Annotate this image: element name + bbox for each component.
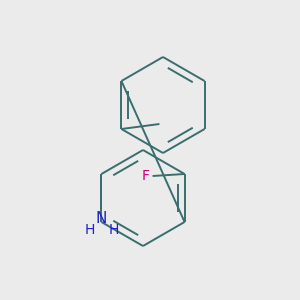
Text: F: F <box>142 169 150 183</box>
Text: H: H <box>84 223 94 237</box>
Text: N: N <box>96 211 107 226</box>
Text: H: H <box>108 223 118 237</box>
